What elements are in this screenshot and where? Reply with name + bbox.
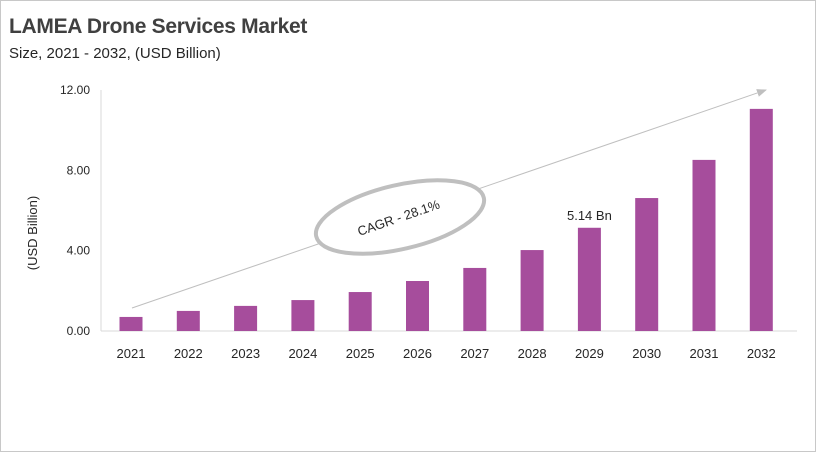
bar-2022 <box>176 310 200 331</box>
bar-2029 <box>577 227 601 331</box>
bar-2025 <box>348 292 372 331</box>
x-tick-label: 2030 <box>632 346 661 361</box>
x-tick-label: 2028 <box>518 346 547 361</box>
x-tick-label: 2026 <box>403 346 432 361</box>
chart-title: LAMEA Drone Services Market <box>9 15 308 38</box>
x-tick-label: 2029 <box>575 346 604 361</box>
bar-2023 <box>234 305 258 331</box>
x-tick-label: 2031 <box>690 346 719 361</box>
x-tick-label: 2025 <box>346 346 375 361</box>
bar-2026 <box>406 280 429 331</box>
y-tick-label: 4.00 <box>67 244 91 258</box>
x-tick-label: 2022 <box>174 346 203 361</box>
x-tick-label: 2032 <box>747 346 776 361</box>
y-tick-label: 8.00 <box>67 163 91 177</box>
x-tick-label: 2027 <box>460 346 489 361</box>
bar-2031 <box>692 159 716 331</box>
bar-2028 <box>520 250 544 331</box>
bar-2032 <box>749 108 773 332</box>
y-tick-label: 0.00 <box>67 324 91 338</box>
bar-2027 <box>463 267 487 331</box>
cagr-ellipse <box>313 178 487 256</box>
x-tick-label: 2021 <box>117 346 146 361</box>
x-tick-label: 2024 <box>288 346 317 361</box>
bar-2021 <box>119 316 143 331</box>
data-label: 5.14 Bn <box>567 208 612 223</box>
bar-2024 <box>291 300 315 331</box>
x-tick-label: 2023 <box>231 346 260 361</box>
y-tick-label: 12.00 <box>60 83 90 97</box>
chart-subtitle: Size, 2021 - 2032, (USD Billion) <box>9 45 221 62</box>
y-axis-label: (USD Billion) <box>25 196 40 270</box>
bar-2030 <box>635 198 659 331</box>
